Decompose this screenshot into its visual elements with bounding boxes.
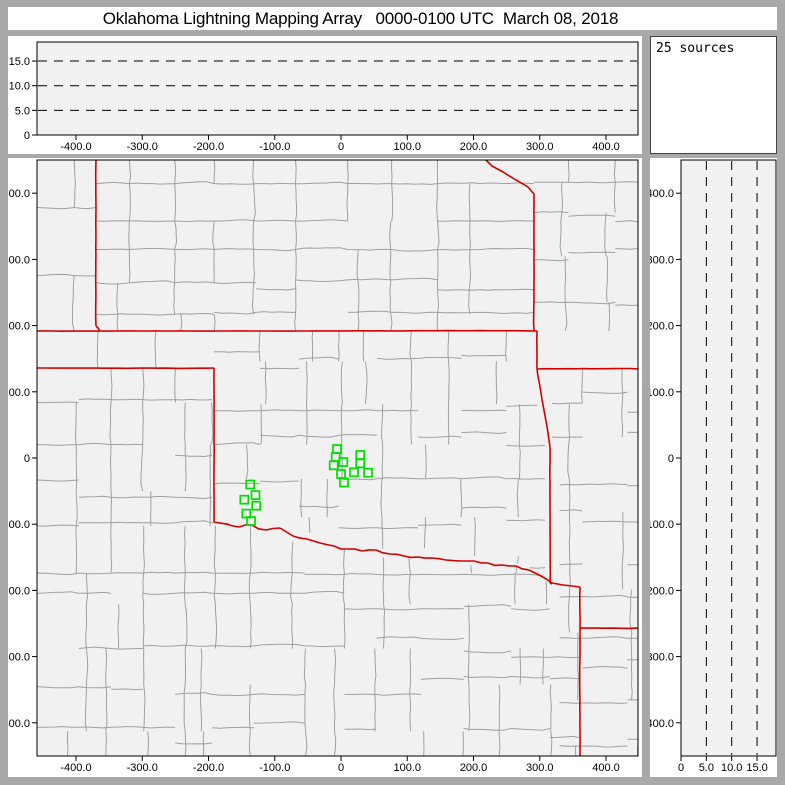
alt-ew-plot-area <box>36 41 639 136</box>
state-borders <box>37 160 638 756</box>
tick-label: 400.0 <box>8 188 30 200</box>
tick-label: 200.0 <box>8 321 30 333</box>
tick-label: -100.0 <box>259 762 290 774</box>
alt-ew-ticks <box>32 60 607 140</box>
plan-view-map[interactable]: -400.0 -300.0 -200.0 -100.0 0 100.0 200.0 300.0… <box>8 158 642 777</box>
tick-label: 100.0 <box>393 141 421 153</box>
tick-label: -400.0 <box>8 718 30 730</box>
lightning-source-marker <box>250 490 261 500</box>
plan-view-panel: -400.0 -300.0 -200.0 -100.0 0 100.0 200.0 300.0… <box>8 158 642 777</box>
title-bar: Oklahoma Lightning Mapping Array 0000-01… <box>8 7 777 30</box>
lightning-source-marker <box>363 467 373 478</box>
lightning-sources <box>239 444 373 526</box>
tick-label: 0 <box>668 453 674 465</box>
altitude-ew-panel: -400.0 -300.0 -200.0 -100.0 0 100.0 200.0 300.0… <box>8 36 642 154</box>
tick-label: 0 <box>338 141 344 153</box>
tick-label: -200.0 <box>8 585 30 597</box>
lightning-source-marker <box>245 479 256 490</box>
tick-label: 10.0 <box>9 81 30 93</box>
tick-label: 400.0 <box>592 141 620 153</box>
lightning-source-marker <box>239 494 250 505</box>
sources-count-label: 25 sources <box>656 41 735 56</box>
tick-label: 300.0 <box>526 141 554 153</box>
tick-label: -400.0 <box>60 762 91 774</box>
lightning-source-marker <box>328 460 339 471</box>
tick-label: 0 <box>24 453 30 465</box>
lightning-source-marker <box>251 500 262 511</box>
tick-label: 10.0 <box>721 762 742 774</box>
alt-ns-gridlines <box>705 161 758 755</box>
tick-label: -300.0 <box>650 652 674 664</box>
tick-label: 15.0 <box>746 762 767 774</box>
alt-ew-gridlines <box>38 60 637 111</box>
page-title: Oklahoma Lightning Mapping Array 0000-01… <box>102 8 619 28</box>
tick-label: 400.0 <box>650 188 674 200</box>
alt-ns-plot-area <box>680 159 777 757</box>
tick-label: 0 <box>678 762 684 774</box>
lightning-source-marker <box>349 467 359 478</box>
tick-label: 15.0 <box>9 56 30 68</box>
tick-label: 400.0 <box>592 762 620 774</box>
tick-label: -400.0 <box>650 718 674 730</box>
tick-label: 300.0 <box>8 254 30 266</box>
tick-label: -100.0 <box>259 141 290 153</box>
plan-ticks <box>32 192 607 761</box>
tick-label: 0 <box>338 762 344 774</box>
lightning-source-marker <box>339 477 349 488</box>
tick-label: -400.0 <box>60 141 91 153</box>
tick-label: 300.0 <box>526 762 554 774</box>
tick-label: 5.0 <box>15 105 30 117</box>
lightning-source-marker <box>355 458 366 469</box>
tick-label: 100.0 <box>650 387 674 399</box>
altitude-ns-panel: 0 5.0 10.0 15.0 400.0 300.0 200.0 100.0 0 -100.0 -… <box>650 158 777 777</box>
county-lines <box>37 160 638 756</box>
tick-label: 100.0 <box>8 387 30 399</box>
tick-label: 200.0 <box>460 141 488 153</box>
lightning-source-marker <box>246 516 256 526</box>
tick-label: 300.0 <box>650 254 674 266</box>
tick-label: 0 <box>24 130 30 142</box>
tick-label: -200.0 <box>650 585 674 597</box>
tick-label: 200.0 <box>650 321 674 333</box>
tick-label: -300.0 <box>127 762 158 774</box>
tick-label: -100.0 <box>8 519 30 531</box>
tick-label: -100.0 <box>650 519 674 531</box>
tick-label: 200.0 <box>460 762 488 774</box>
altitude-ew-plot[interactable]: -400.0 -300.0 -200.0 -100.0 0 100.0 200.0 300.0… <box>8 36 642 154</box>
lightning-source-marker <box>338 457 349 467</box>
alt-ns-ticks <box>676 192 758 761</box>
tick-label: -200.0 <box>193 762 224 774</box>
sources-count-box: 25 sources <box>650 36 777 154</box>
tick-label: -300.0 <box>127 141 158 153</box>
tick-label: -200.0 <box>193 141 224 153</box>
tick-label: 5.0 <box>699 762 714 774</box>
altitude-ns-plot[interactable]: 0 5.0 10.0 15.0 400.0 300.0 200.0 100.0 0 -100.0 -… <box>650 158 777 777</box>
tick-label: 100.0 <box>393 762 421 774</box>
tick-label: -300.0 <box>8 652 30 664</box>
